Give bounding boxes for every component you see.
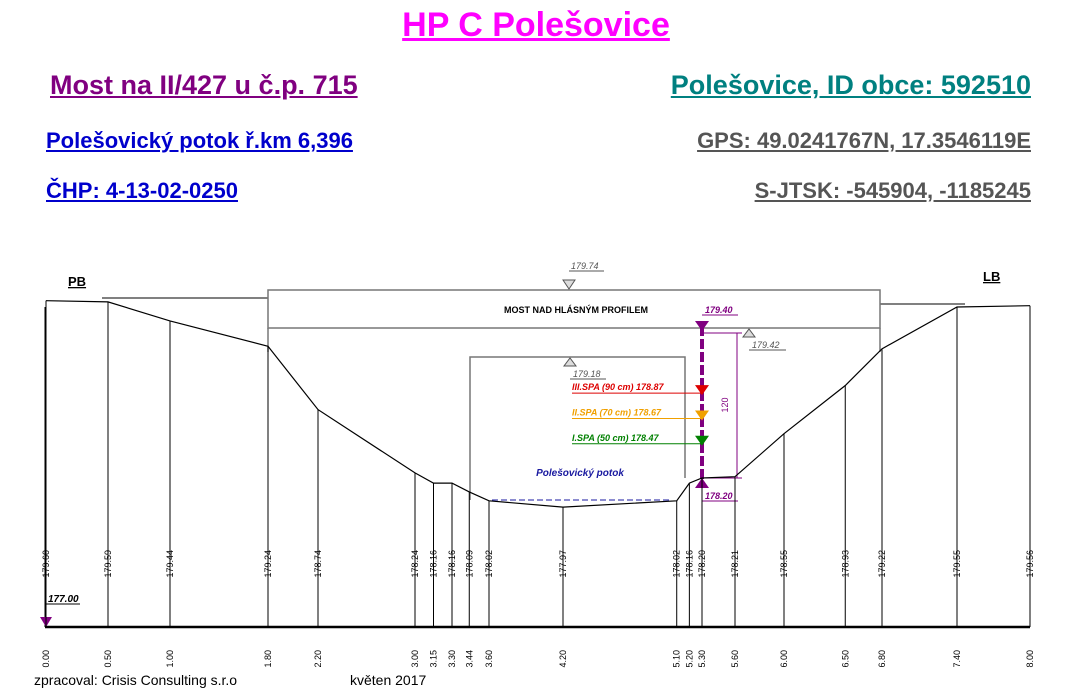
gauge-zero-label: 178.20 bbox=[705, 491, 733, 501]
flood-level-marker bbox=[695, 385, 709, 396]
distance-label: 6.80 bbox=[877, 650, 887, 668]
sjtsk-coordinates: S-JTSK: -545904, -1185245 bbox=[754, 178, 1031, 203]
elevation-label: 178.55 bbox=[779, 550, 789, 578]
distance-label: 5.10 bbox=[672, 650, 682, 668]
distance-label: 6.00 bbox=[779, 650, 789, 668]
elevation-label: 178.02 bbox=[672, 550, 682, 578]
bridge-deck bbox=[267, 289, 881, 329]
bridge-opening bbox=[469, 356, 686, 500]
flood-level-label: III.SPA (90 cm) 178.87 bbox=[572, 382, 665, 392]
flood-level-label: II.SPA (70 cm) 178.67 bbox=[572, 407, 662, 417]
elevation-label: 179.24 bbox=[263, 550, 273, 578]
distance-label: 5.30 bbox=[697, 650, 707, 668]
elevation-label: 179.55 bbox=[952, 550, 962, 578]
page-title: HP C Polešovice bbox=[402, 6, 670, 44]
elevation-label: 178.16 bbox=[429, 550, 439, 578]
station-labels: 179.60 0.00 179.59 0.50 179.44 1.00 179.24 1.80… bbox=[41, 550, 1035, 668]
municipality-id: Polešovice, ID obce: 592510 bbox=[670, 70, 1031, 100]
elevation-label: 178.16 bbox=[684, 550, 694, 578]
distance-label: 3.15 bbox=[429, 650, 439, 668]
distance-label: 5.20 bbox=[684, 650, 694, 668]
bridge-label: MOST NAD HLÁSNÝM PROFILEM bbox=[504, 304, 648, 315]
author-credit: zpracoval: Crisis Consulting s.r.o bbox=[34, 672, 238, 688]
distance-label: 1.00 bbox=[165, 650, 175, 668]
stream-name: Polešovický potok ř.km 6,396 bbox=[46, 128, 353, 153]
gauge-top-marker bbox=[695, 321, 709, 331]
chp-number: ČHP: 4-13-02-0250 bbox=[46, 178, 238, 203]
elevation-label: 178.16 bbox=[447, 550, 457, 578]
flood-level-label: I.SPA (50 cm) 178.47 bbox=[572, 433, 660, 443]
distance-label: 3.44 bbox=[464, 650, 474, 668]
gps-coordinates: GPS: 49.0241767N, 17.3546119E bbox=[697, 128, 1031, 153]
elevation-label: 179.44 bbox=[165, 550, 175, 578]
deck-top-marker bbox=[562, 279, 576, 290]
opening-top-marker bbox=[563, 357, 577, 367]
distance-label: 8.00 bbox=[1025, 650, 1035, 668]
distance-label: 0.00 bbox=[41, 650, 51, 668]
elevation-label: 178.24 bbox=[410, 550, 420, 578]
elevation-label: 178.74 bbox=[313, 550, 323, 578]
distance-label: 3.00 bbox=[410, 650, 420, 668]
distance-label: 2.20 bbox=[313, 650, 323, 668]
elevation-label: 177.97 bbox=[558, 550, 568, 578]
soffit-label: 179.42 bbox=[752, 340, 780, 350]
distance-label: 7.40 bbox=[952, 650, 962, 668]
elevation-label: 179.59 bbox=[103, 550, 113, 578]
distance-label: 1.80 bbox=[263, 650, 273, 668]
gauge-length-label: 120 bbox=[720, 397, 730, 412]
terrain-profile bbox=[45, 300, 1031, 508]
elevation-label: 178.02 bbox=[484, 550, 494, 578]
date-label: květen 2017 bbox=[350, 672, 427, 688]
distance-label: 0.50 bbox=[103, 650, 113, 668]
stream-label: Polešovický potok bbox=[536, 468, 624, 479]
distance-label: 6.50 bbox=[840, 650, 850, 668]
bank-right-label: LB bbox=[983, 269, 1000, 284]
datum-label: 177.00 bbox=[48, 594, 79, 605]
distance-label: 4.20 bbox=[558, 650, 568, 668]
station-verticals bbox=[45, 300, 1031, 627]
bridge-name: Most na II/427 u č.p. 715 bbox=[50, 70, 358, 100]
elevation-label: 179.56 bbox=[1025, 550, 1035, 578]
deck-top-label: 179.74 bbox=[571, 261, 599, 271]
elevation-label: 178.09 bbox=[464, 550, 474, 578]
elevation-label: 178.21 bbox=[730, 550, 740, 578]
distance-label: 3.60 bbox=[484, 650, 494, 668]
distance-label: 3.30 bbox=[447, 650, 457, 668]
flood-level-marker bbox=[695, 435, 709, 446]
elevation-label: 179.60 bbox=[41, 550, 51, 578]
flood-levels: III.SPA (90 cm) 178.87 II.SPA (70 cm) 178… bbox=[572, 382, 709, 446]
elevation-label: 179.22 bbox=[877, 550, 887, 578]
distance-label: 5.60 bbox=[730, 650, 740, 668]
elevation-label: 178.93 bbox=[840, 550, 850, 578]
gauge-top-label: 179.40 bbox=[705, 305, 733, 315]
flood-level-marker bbox=[695, 410, 709, 421]
bank-left-label: PB bbox=[68, 274, 86, 289]
opening-top-label: 179.18 bbox=[573, 369, 601, 379]
elevation-label: 178.20 bbox=[697, 550, 707, 578]
soffit-marker bbox=[742, 328, 756, 338]
